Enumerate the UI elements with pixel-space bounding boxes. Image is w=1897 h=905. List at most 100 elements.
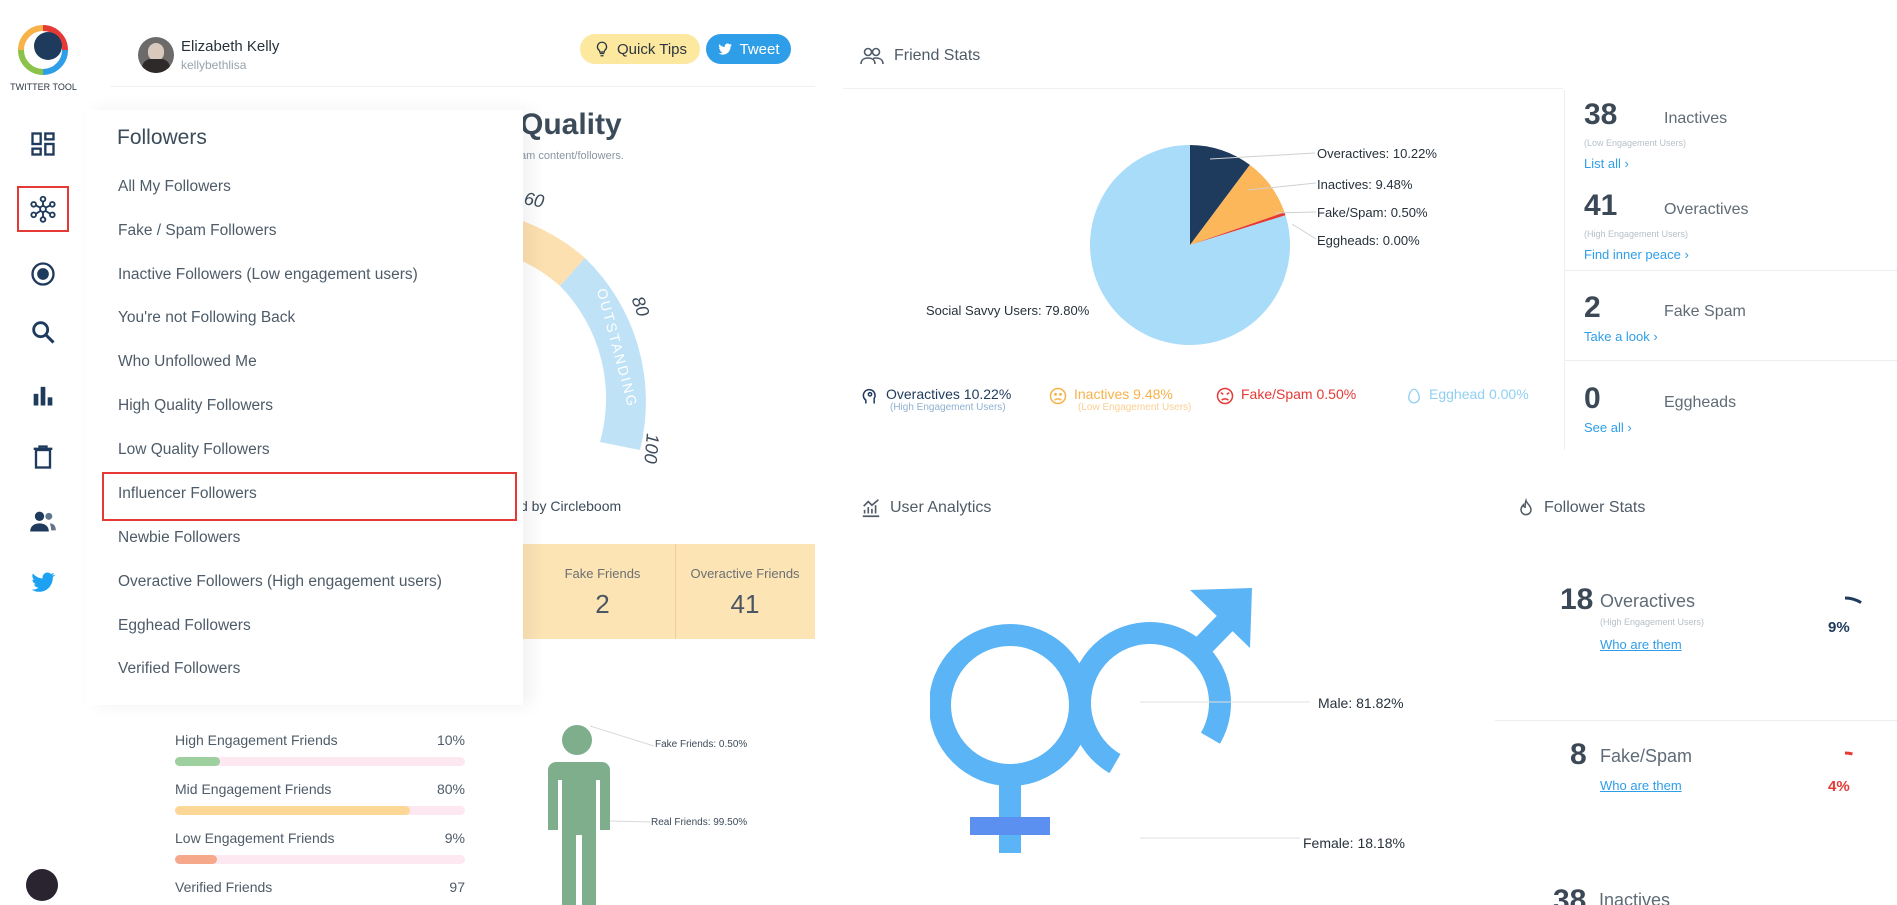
menu-item-fake-spam[interactable]: Fake / Spam Followers xyxy=(118,222,277,239)
menu-item-all-followers[interactable]: All My Followers xyxy=(118,178,231,195)
friend-stats-header: Friend Stats xyxy=(858,44,980,68)
sad-face-icon xyxy=(1049,387,1067,405)
search-nav[interactable] xyxy=(17,308,69,356)
gauge-tick-60: 60 xyxy=(522,188,546,212)
quality-footer: d by Circleboom xyxy=(520,498,622,514)
overactive-friends-value: 41 xyxy=(730,589,760,619)
pie-slice xyxy=(1090,145,1290,345)
menu-item-high-quality[interactable]: High Quality Followers xyxy=(118,397,274,414)
menu-item-egghead[interactable]: Egghead Followers xyxy=(118,617,251,634)
search-icon xyxy=(32,321,55,344)
analytics-nav[interactable] xyxy=(17,371,69,419)
pie-label-inactives: Inactives: 9.48% xyxy=(1317,177,1413,192)
pie-slice xyxy=(1190,164,1285,245)
female-label: Female: 18.18% xyxy=(1303,835,1405,851)
menu-item-not-following-back[interactable]: You're not Following Back xyxy=(118,309,296,326)
legend-sub: (High Engagement Users) xyxy=(890,402,1006,413)
header-divider xyxy=(110,86,815,87)
stat-label: Overactives xyxy=(1600,591,1696,611)
stat-link-see-all[interactable]: See all › xyxy=(1584,420,1632,435)
bottom-avatar[interactable] xyxy=(26,869,58,901)
legend-label: Fake/Spam 0.50% xyxy=(1241,386,1357,402)
stat-link-take-a-look[interactable]: Take a look › xyxy=(1584,329,1658,344)
twitter-nav[interactable] xyxy=(17,558,69,606)
record-icon xyxy=(31,262,55,286)
fake-friends-percent: Fake Friends: 0.50% xyxy=(655,739,748,750)
overactive-friends-cell: Overactive Friends 41 xyxy=(675,566,815,620)
engagement-fill xyxy=(175,757,220,766)
follower-stats-header: Follower Stats xyxy=(1516,497,1645,519)
fake-spam-progress-ring xyxy=(1844,751,1853,756)
engagement-fill xyxy=(175,855,217,864)
menu-item-influencer[interactable]: Influencer Followers xyxy=(118,485,257,502)
engagement-label: High Engagement Friends xyxy=(175,732,338,748)
stat-link-find-inner-peace[interactable]: Find inner peace › xyxy=(1584,247,1689,262)
pie-label-fake-spam: Fake/Spam: 0.50% xyxy=(1317,205,1428,220)
bar-chart-icon xyxy=(33,386,53,406)
avatar[interactable] xyxy=(138,37,174,73)
quick-tips-button[interactable]: Quick Tips xyxy=(580,34,700,64)
stat-link-list-all[interactable]: List all › xyxy=(1584,156,1629,171)
overactive-friends-label: Overactive Friends xyxy=(690,566,800,581)
menu-item-inactive[interactable]: Inactive Followers (Low engagement users… xyxy=(118,266,418,283)
network-nav[interactable] xyxy=(17,186,69,232)
engagement-value: 10% xyxy=(436,732,465,748)
dashboard-icon xyxy=(31,132,55,156)
legend-sub: (Low Engagement Users) xyxy=(1078,402,1192,413)
friends-icon xyxy=(860,47,884,65)
menu-item-verified[interactable]: Verified Followers xyxy=(118,660,241,677)
friends-summary-box: Fake Friends 2 Overactive Friends 41 xyxy=(520,544,815,639)
menu-item-low-quality[interactable]: Low Quality Followers xyxy=(118,441,270,458)
engagement-value: 80% xyxy=(436,781,465,797)
menu-item-unfollowed[interactable]: Who Unfollowed Me xyxy=(118,353,257,370)
user-name: Elizabeth Kelly xyxy=(181,38,280,55)
tweet-button[interactable]: Tweet xyxy=(706,34,791,64)
menu-item-newbie[interactable]: Newbie Followers xyxy=(118,529,241,546)
fake-friends-label: Fake Friends xyxy=(564,566,641,581)
stat-sub: (Low Engagement Users) xyxy=(1584,138,1687,148)
egg-icon xyxy=(1408,388,1420,404)
gender-symbols xyxy=(930,588,1252,853)
follower-stat-inactives: 38 Inactives xyxy=(1553,880,1873,905)
friend-stats-pie xyxy=(1090,145,1290,345)
who-are-them-link[interactable]: Who are them xyxy=(1600,637,1682,652)
head-gear-icon xyxy=(862,388,876,404)
engagement-track xyxy=(175,757,465,766)
stat-num: 2 xyxy=(1584,291,1601,324)
stat-overactives: 41 Overactives (High Engagement Users) F… xyxy=(1584,187,1884,277)
stat-label: Eggheads xyxy=(1664,394,1737,411)
legend-label: Inactives 9.48% xyxy=(1074,386,1173,402)
app-logo[interactable] xyxy=(14,22,72,78)
pie-slice xyxy=(1190,145,1250,245)
who-are-them-link[interactable]: Who are them xyxy=(1600,778,1682,793)
analytics-icon xyxy=(862,499,880,518)
person-figure xyxy=(548,725,610,905)
engagement-track xyxy=(175,806,465,815)
fake-friends-value: 2 xyxy=(595,589,610,619)
stat-num: 0 xyxy=(1584,382,1601,415)
stat-label: Inactives xyxy=(1599,890,1671,905)
pie-label-social-savvy: Social Savvy Users: 79.80% xyxy=(926,303,1090,318)
left-nav-rail: TWITTER TOOL xyxy=(0,0,87,905)
pie-slice xyxy=(1190,212,1286,245)
user-handle: kellybethlisa xyxy=(181,58,247,72)
stat-sub: (High Engagement Users) xyxy=(1584,229,1689,239)
overactives-progress-ring xyxy=(1844,596,1862,604)
engagement-bars: High Engagement Friends 10% Mid Engageme… xyxy=(175,730,465,895)
circle-nav[interactable] xyxy=(17,250,69,298)
menu-item-overactive[interactable]: Overactive Followers (High engagement us… xyxy=(118,573,442,590)
male-label: Male: 81.82% xyxy=(1318,695,1404,711)
quality-title: Quality xyxy=(520,108,622,141)
side-stat-divider xyxy=(1564,270,1897,271)
stat-num: 18 xyxy=(1560,583,1594,616)
verified-friends-value: 97 xyxy=(449,879,465,895)
pie-leader-lines xyxy=(1209,152,1317,240)
quick-tips-label: Quick Tips xyxy=(616,40,688,58)
follower-stats-title: Follower Stats xyxy=(1544,499,1646,516)
dashboard-nav[interactable] xyxy=(17,120,69,168)
lightbulb-icon xyxy=(596,41,608,57)
users-nav[interactable] xyxy=(17,497,69,545)
menu-title: Followers xyxy=(117,126,207,149)
delete-nav[interactable] xyxy=(17,433,69,481)
flame-icon xyxy=(1520,497,1532,516)
